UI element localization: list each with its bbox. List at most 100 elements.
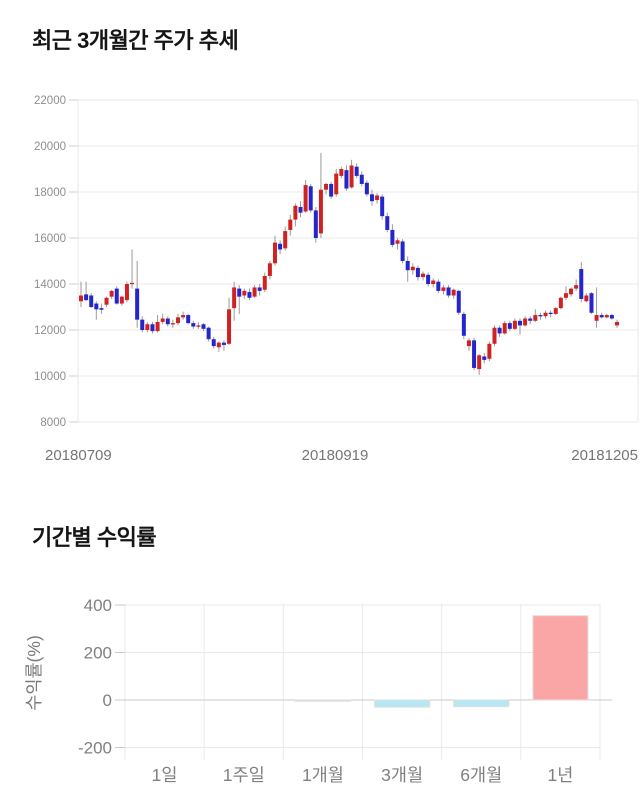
candle-up xyxy=(395,238,400,250)
candle-body xyxy=(604,315,609,318)
candle-body xyxy=(140,319,145,330)
candle-body xyxy=(548,312,553,315)
x-category-label: 1개월 xyxy=(302,765,344,785)
candle-up xyxy=(181,311,186,320)
price-candlestick-chart: 2200020000180001600014000120001000080002… xyxy=(34,95,639,464)
candle-down xyxy=(313,206,318,243)
candle-up xyxy=(563,286,568,301)
candle-down xyxy=(507,320,512,332)
candle-body xyxy=(426,274,431,284)
candle-down xyxy=(84,281,89,302)
candle-body xyxy=(329,183,334,197)
candle-up xyxy=(272,235,277,266)
candle-down xyxy=(99,303,104,314)
candle-down xyxy=(472,338,477,371)
candle-up xyxy=(375,193,380,204)
bars xyxy=(294,615,589,708)
candle-body xyxy=(293,205,298,220)
y-tick-label: 14000 xyxy=(34,279,66,291)
candle-body xyxy=(421,273,426,278)
candle-body xyxy=(181,315,186,318)
candle-body xyxy=(216,342,221,348)
candle-body xyxy=(558,297,563,309)
x-category-label: 3개월 xyxy=(381,765,423,785)
candle-body xyxy=(313,210,318,238)
candle-body xyxy=(497,327,502,334)
candle-body xyxy=(487,343,492,359)
candle-up xyxy=(558,296,563,310)
candle-body xyxy=(472,340,477,368)
candle-up xyxy=(109,289,114,299)
candle-down xyxy=(140,316,145,333)
bar-negative xyxy=(453,699,510,708)
candle-body xyxy=(615,321,619,326)
candle-body xyxy=(201,324,206,329)
candle-up xyxy=(104,296,109,307)
candle-body xyxy=(211,339,216,347)
candle-body xyxy=(405,261,410,271)
candle-body xyxy=(227,309,232,344)
candle-body xyxy=(186,315,191,324)
candle-body xyxy=(114,288,119,304)
candle-body xyxy=(533,315,538,321)
candle-down xyxy=(446,285,451,298)
candle-body xyxy=(579,269,584,299)
candle-up xyxy=(569,287,574,297)
candle-down xyxy=(135,261,140,328)
candle-up xyxy=(543,310,548,319)
candle-down xyxy=(191,320,196,329)
candle-up xyxy=(512,318,517,330)
candle-down xyxy=(211,336,216,349)
candle-body xyxy=(344,170,349,189)
candle-up xyxy=(574,279,579,291)
candle-body xyxy=(339,169,344,176)
candle-up xyxy=(283,226,288,251)
bar-negative xyxy=(374,699,431,708)
candle-body xyxy=(477,355,482,370)
candle-down xyxy=(257,284,262,296)
candle-body xyxy=(130,282,135,285)
candle-body xyxy=(599,315,604,318)
candle-down xyxy=(426,272,431,287)
candle-body xyxy=(262,275,267,290)
candle-body xyxy=(135,288,140,320)
bar-negative xyxy=(294,699,351,702)
candle-up xyxy=(604,313,609,319)
candle-body xyxy=(170,323,175,325)
candle-down xyxy=(436,279,441,294)
candle-body xyxy=(574,285,579,289)
candle-body xyxy=(267,263,272,276)
candle-down xyxy=(380,194,385,220)
candle-body xyxy=(155,321,160,332)
candle-up xyxy=(318,152,323,238)
candle-body xyxy=(369,194,374,202)
candle-down xyxy=(528,316,533,325)
candle-up xyxy=(334,169,339,197)
candle-down xyxy=(247,288,252,301)
candle-up xyxy=(594,287,599,328)
candle-up xyxy=(242,288,247,299)
candle-body xyxy=(109,290,114,297)
candle-down xyxy=(359,171,364,187)
x-category-label: 1일 xyxy=(152,765,178,785)
candle-body xyxy=(359,174,364,184)
candle-body xyxy=(298,206,303,213)
candle-body xyxy=(354,166,359,176)
candle-down xyxy=(298,201,303,218)
candle-body xyxy=(400,241,405,261)
candle-down xyxy=(579,262,584,303)
candle-body xyxy=(318,189,323,234)
candle-up xyxy=(130,249,135,289)
candle-body xyxy=(242,290,247,296)
candle-down xyxy=(114,286,119,305)
candle-up xyxy=(324,182,329,195)
candle-up xyxy=(293,203,298,227)
candle-body xyxy=(232,287,237,309)
candle-body xyxy=(288,219,293,230)
candle-up xyxy=(196,321,201,329)
candle-down xyxy=(400,239,405,264)
candle-body xyxy=(436,281,441,291)
bar-x-labels: 1일 1주일 1개월 3개월 6개월 1년 xyxy=(152,765,574,785)
candle-down xyxy=(344,165,349,191)
candle-down xyxy=(221,340,226,351)
